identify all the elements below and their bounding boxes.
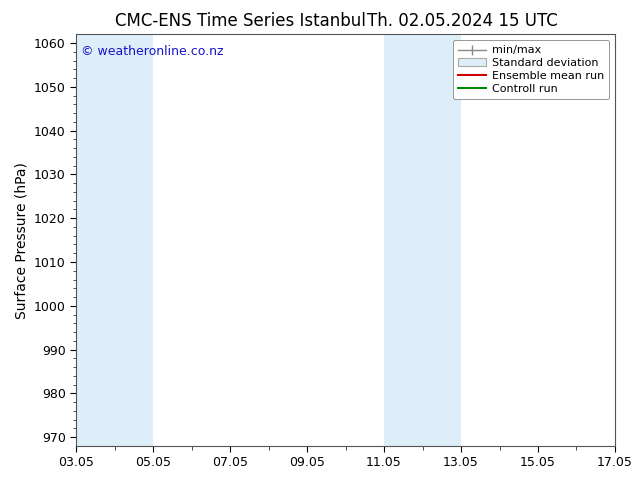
Bar <box>115 34 153 446</box>
Bar <box>76 34 115 446</box>
Bar <box>384 34 422 446</box>
Bar <box>422 34 461 446</box>
Text: © weatheronline.co.nz: © weatheronline.co.nz <box>81 45 224 58</box>
Bar <box>615 34 634 446</box>
Y-axis label: Surface Pressure (hPa): Surface Pressure (hPa) <box>14 162 29 318</box>
Text: Th. 02.05.2024 15 UTC: Th. 02.05.2024 15 UTC <box>368 12 558 30</box>
Text: CMC-ENS Time Series Istanbul: CMC-ENS Time Series Istanbul <box>115 12 366 30</box>
Legend: min/max, Standard deviation, Ensemble mean run, Controll run: min/max, Standard deviation, Ensemble me… <box>453 40 609 99</box>
